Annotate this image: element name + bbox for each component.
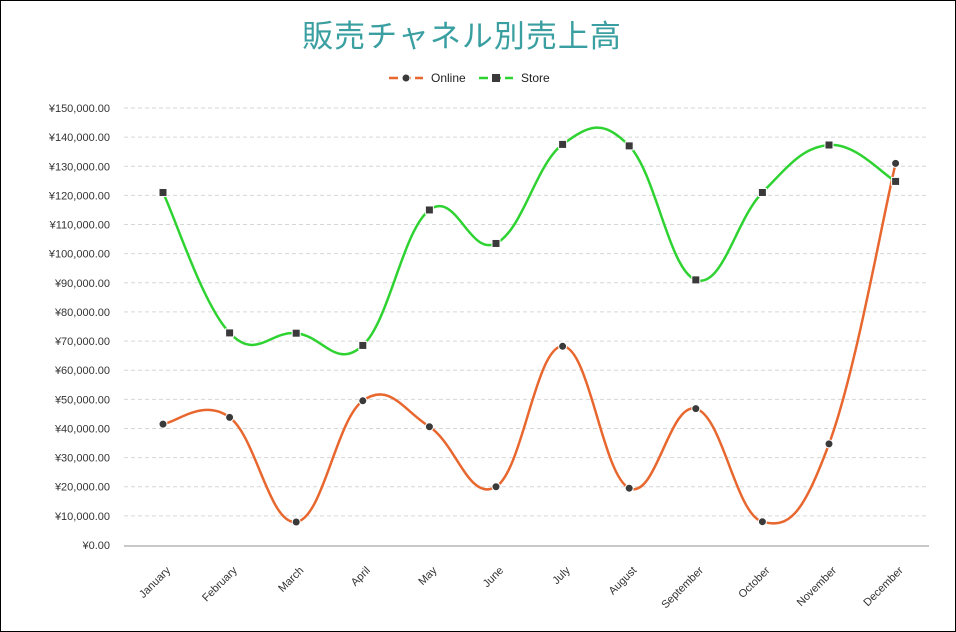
data-point-store [291, 328, 301, 338]
y-tick-label: ¥0.00 [81, 540, 110, 552]
data-point-store [491, 238, 501, 248]
x-tick-label: June [481, 565, 506, 590]
data-point-store [624, 141, 634, 151]
y-tick-label: ¥100,000.00 [48, 249, 110, 261]
axes: ¥0.00 ¥10,000.00 ¥20,000.00 ¥30,000.00 ¥40,0… [48, 103, 929, 611]
y-tick-label: ¥60,000.00 [54, 365, 110, 377]
data-point-online [691, 404, 701, 414]
y-tick-label: ¥90,000.00 [54, 278, 110, 290]
y-tick-label: ¥110,000.00 [49, 220, 110, 232]
x-tick-label: March [276, 565, 306, 595]
data-point-store [358, 340, 368, 350]
legend: Online Store [389, 71, 550, 85]
y-tick-label: ¥80,000.00 [54, 307, 110, 319]
data-point-online [424, 422, 434, 432]
y-tick-label: ¥20,000.00 [54, 482, 110, 494]
data-point-store [824, 140, 834, 150]
data-point-online [558, 341, 568, 351]
legend-label-store[interactable]: Store [521, 71, 550, 85]
x-tick-label: August [607, 565, 640, 598]
series-markers [158, 139, 901, 527]
y-tick-label: ¥70,000.00 [54, 336, 110, 348]
data-point-online [358, 396, 368, 406]
y-tick-label: ¥140,000.00 [48, 132, 110, 144]
y-tick-label: ¥10,000.00 [54, 511, 110, 523]
data-point-online [757, 517, 767, 527]
legend-marker [401, 73, 411, 83]
y-tick-label: ¥150,000.00 [48, 103, 110, 115]
x-tick-label: February [200, 564, 240, 604]
series-line-store [161, 126, 897, 356]
series-line-online [162, 163, 897, 525]
y-tick-label: ¥120,000.00 [48, 190, 110, 202]
x-tick-label: January [137, 564, 174, 601]
data-point-store [558, 139, 568, 149]
data-point-online [158, 419, 168, 429]
legend-label-online[interactable]: Online [431, 71, 466, 85]
x-tick-label: October [736, 564, 772, 600]
data-point-store [225, 328, 235, 338]
x-tick-label: September [659, 564, 706, 611]
x-tick-label: May [416, 564, 440, 588]
data-point-store [424, 205, 434, 215]
data-point-store [158, 187, 168, 197]
y-tick-label: ¥40,000.00 [54, 423, 110, 435]
data-point-online [491, 482, 501, 492]
data-point-online [291, 517, 301, 527]
y-tick-label: ¥50,000.00 [54, 394, 110, 406]
series-lines [161, 126, 897, 525]
data-point-online [225, 412, 235, 422]
y-tick-label: ¥30,000.00 [54, 453, 110, 465]
data-point-online [824, 439, 834, 449]
gridlines [124, 107, 929, 517]
x-tick-label: December [861, 564, 906, 609]
x-tick-label: November [795, 564, 840, 609]
x-tick-label: April [349, 565, 373, 589]
chart-title: 販売チャネル別売上高 [302, 19, 622, 55]
data-point-online [624, 483, 634, 493]
data-point-store [691, 275, 701, 285]
data-point-store [891, 176, 901, 186]
legend-marker [492, 74, 500, 82]
x-tick-label: July [550, 564, 573, 587]
data-point-online [891, 158, 901, 168]
data-point-store [757, 187, 767, 197]
y-tick-label: ¥130,000.00 [48, 161, 110, 173]
